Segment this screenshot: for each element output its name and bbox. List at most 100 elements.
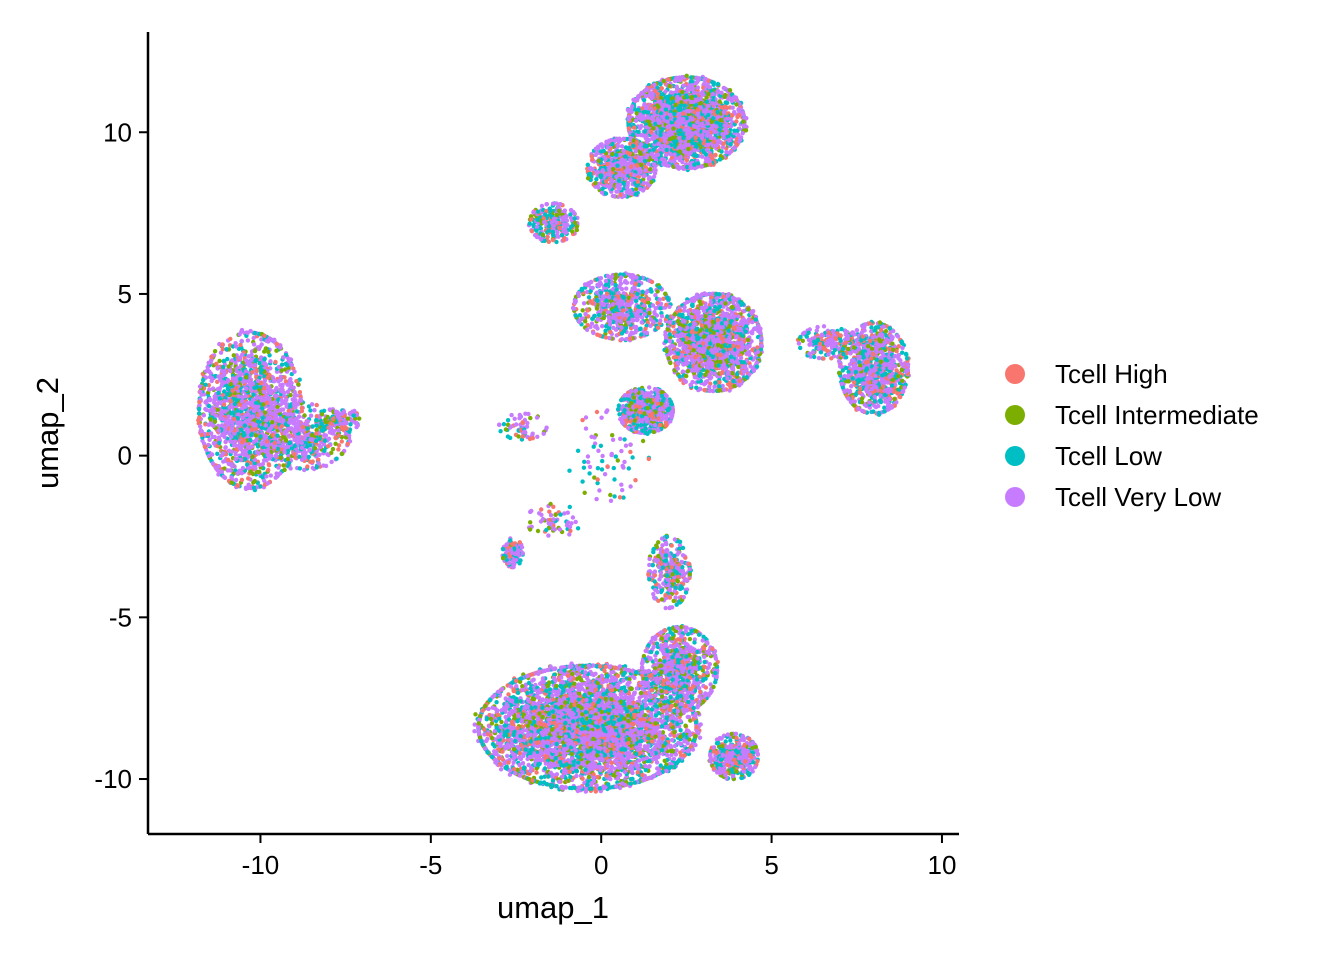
scatter-point — [681, 135, 686, 141]
scatter-point — [268, 359, 273, 364]
scatter-point — [229, 358, 235, 363]
scatter-point — [284, 363, 290, 368]
scatter-point — [253, 433, 259, 438]
scatter-point — [322, 448, 327, 453]
scatter-point — [675, 119, 680, 124]
scatter-point — [708, 135, 714, 141]
scatter-point — [686, 135, 691, 141]
scatter-point — [302, 467, 307, 473]
scatter-point — [278, 388, 284, 394]
scatter-point — [252, 362, 258, 368]
scatter-point — [694, 75, 699, 81]
scatter-point — [641, 116, 647, 121]
scatter-point — [272, 379, 277, 384]
scatter-point — [594, 177, 599, 182]
scatter-point — [678, 103, 683, 108]
scatter-point — [238, 376, 243, 382]
scatter-point — [270, 432, 276, 438]
scatter-point — [239, 338, 244, 344]
scatter-point — [668, 151, 673, 157]
scatter-point — [595, 169, 600, 175]
scatter-point — [237, 445, 243, 451]
scatter-point — [714, 142, 719, 148]
scatter-point — [276, 417, 281, 423]
scatter-point — [277, 471, 283, 476]
scatter-point — [649, 96, 654, 101]
scatter-point — [207, 374, 213, 380]
scatter-point — [701, 141, 706, 146]
scatter-point — [658, 82, 663, 87]
scatter-point — [259, 368, 264, 373]
scatter-point — [706, 112, 711, 118]
scatter-point — [614, 136, 619, 142]
scatter-point — [228, 398, 233, 404]
scatter-point — [656, 104, 661, 110]
scatter-point — [252, 464, 257, 470]
scatter-point — [664, 147, 669, 153]
scatter-point — [294, 393, 299, 398]
scatter-point — [264, 458, 269, 463]
scatter-point — [265, 416, 271, 421]
scatter-point — [667, 83, 672, 89]
scatter-point — [248, 437, 253, 443]
scatter-point — [328, 421, 333, 426]
scatter-point — [259, 425, 265, 430]
scatter-point — [626, 108, 632, 114]
scatter-point — [270, 420, 275, 425]
scatter-point — [307, 443, 313, 448]
scatter-point — [247, 361, 252, 366]
scatter-point — [297, 466, 303, 471]
scatter-point — [688, 150, 693, 155]
scatter-point — [232, 416, 237, 422]
scatter-point — [271, 406, 276, 411]
scatter-point — [227, 405, 232, 410]
scatter-point — [333, 435, 338, 440]
scatter-point — [273, 388, 278, 393]
scatter-point — [641, 97, 647, 103]
scatter-point — [268, 473, 273, 478]
scatter-point — [264, 400, 270, 405]
scatter-point — [243, 413, 248, 418]
scatter-point — [228, 382, 234, 387]
scatter-point — [642, 129, 648, 134]
scatter-point — [719, 90, 724, 95]
scatter-point — [295, 440, 301, 445]
scatter-point — [687, 122, 693, 127]
scatter-point — [235, 483, 241, 488]
scatter-point — [217, 396, 222, 401]
scatter-point — [294, 409, 300, 414]
scatter-point — [204, 407, 209, 413]
scatter-point — [690, 87, 695, 92]
scatter-point — [258, 355, 264, 360]
scatter-point — [650, 114, 655, 120]
scatter-point — [237, 332, 242, 337]
scatter-point — [741, 119, 746, 124]
scatter-point — [229, 426, 234, 431]
scatter-point — [272, 440, 278, 446]
scatter-point — [259, 412, 264, 417]
scatter-point — [209, 354, 214, 359]
scatter-point — [636, 129, 641, 135]
scatter-point — [684, 73, 689, 79]
scatter-point — [741, 112, 746, 118]
scatter-point — [345, 441, 350, 447]
scatter-point — [622, 193, 627, 199]
scatter-point — [219, 469, 225, 474]
scatter-point — [222, 380, 227, 385]
scatter-point — [706, 142, 711, 147]
scatter-point — [216, 390, 221, 396]
scatter-point — [690, 116, 695, 122]
scatter-point — [693, 135, 698, 141]
scatter-point — [240, 352, 245, 357]
scatter-point — [314, 417, 319, 423]
scatter-point — [203, 399, 209, 404]
scatter-point — [701, 109, 707, 114]
scatter-point — [302, 455, 308, 461]
scatter-point — [330, 416, 336, 422]
scatter-point — [655, 91, 660, 97]
scatter-point — [734, 142, 740, 147]
scatter-point — [716, 138, 721, 143]
scatter-point — [639, 123, 644, 129]
scatter-point — [699, 164, 704, 169]
scatter-point — [650, 135, 655, 140]
